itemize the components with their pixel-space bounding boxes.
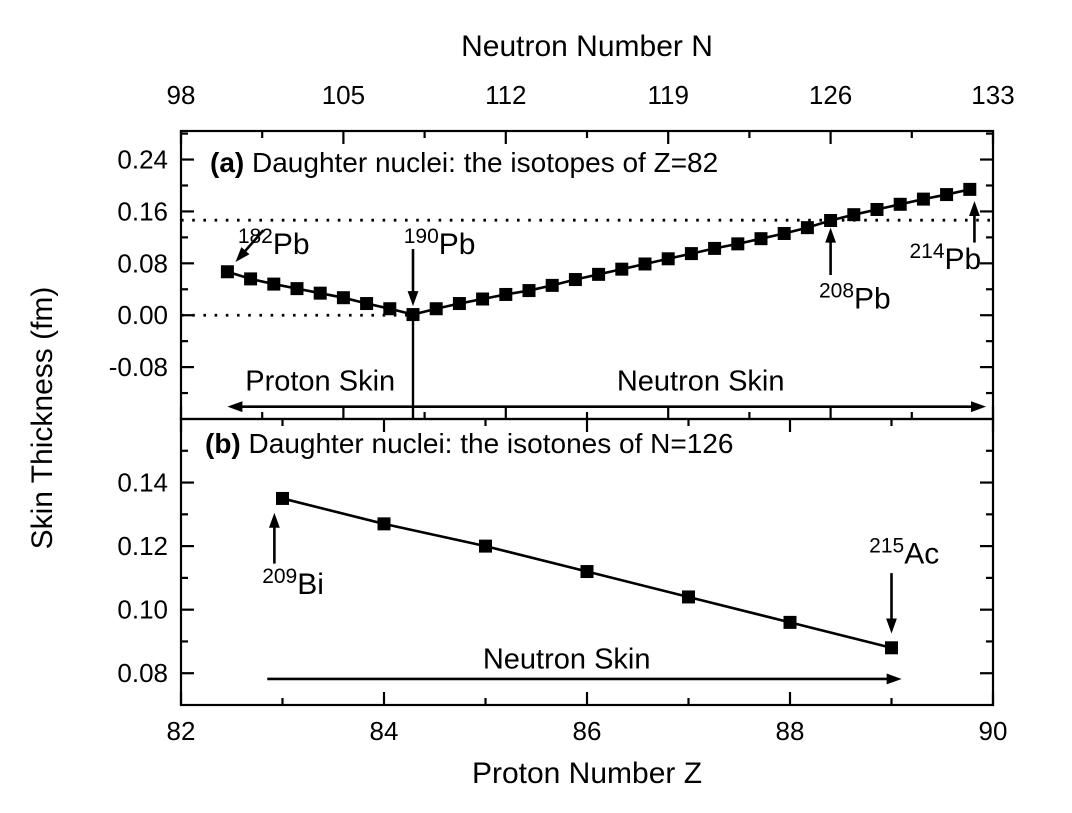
panel-title-b: (b) Daughter nuclei: the isotones of N=1… <box>205 428 733 459</box>
data-point-marker <box>406 308 420 322</box>
arrowhead <box>971 401 987 413</box>
data-point-marker <box>383 302 397 316</box>
data-point-marker <box>568 273 582 287</box>
top-axis-title: Neutron Number N <box>461 30 713 63</box>
y-tick-label: 0.00 <box>117 300 168 330</box>
data-point-marker <box>800 221 814 235</box>
data-point-marker <box>847 208 861 222</box>
y-tick-label: -0.08 <box>109 352 168 382</box>
x-tick-label: 105 <box>322 80 365 110</box>
arrowhead <box>969 201 980 217</box>
arrowhead <box>825 227 836 243</box>
data-point-marker <box>893 197 907 211</box>
data-point-marker <box>313 286 327 300</box>
x-tick-label: 90 <box>979 716 1008 746</box>
y-tick-label: 0.12 <box>117 531 168 561</box>
data-point-marker <box>824 214 838 228</box>
data-point-marker <box>360 297 374 311</box>
arrowhead <box>886 618 897 634</box>
x-tick-label: 98 <box>167 80 196 110</box>
panel-title-a: (a) Daughter nuclei: the isotopes of Z=8… <box>210 147 718 178</box>
y-tick-label: 0.08 <box>117 658 168 688</box>
data-point-marker <box>220 265 234 279</box>
data-point-marker <box>963 182 977 196</box>
annotations-a: 182Pb 190Pb 208Pb 214Pb Proton Skin Neutron S… <box>227 201 987 419</box>
reference-lines-a <box>181 218 993 317</box>
x-tick-label: 84 <box>370 716 399 746</box>
bottom-axis-title: Proton Number Z <box>472 757 702 790</box>
x-tick-label: 86 <box>573 716 602 746</box>
y-tick-label: 0.08 <box>117 248 168 278</box>
data-point-marker <box>592 267 606 281</box>
y-tick-label: 0.16 <box>117 196 168 226</box>
isotope-label: 209Bi <box>262 565 324 601</box>
data-point-marker <box>336 291 350 305</box>
x-tick-label: 133 <box>971 80 1014 110</box>
isotope-label: 182Pb <box>238 225 310 261</box>
data-point-marker <box>916 192 930 206</box>
series-markers-b <box>276 491 898 655</box>
data-point-marker <box>885 641 898 655</box>
arrow-shaft <box>241 229 265 255</box>
panel-b: 209Bi 215Ac Neutron Skin 82 84 86 88 90 0.08 0.10… <box>117 417 1007 746</box>
arrowhead <box>227 401 243 413</box>
tick-labels-b: 82 84 86 88 90 0.08 0.10 0.12 0.14 <box>117 468 1007 746</box>
data-point-marker <box>522 284 536 298</box>
x-tick-label: 112 <box>485 80 526 110</box>
y-tick-label: 0.14 <box>117 468 168 498</box>
data-point-marker <box>638 257 652 271</box>
isotope-label: 215Ac <box>869 535 939 571</box>
data-point-marker <box>708 241 722 255</box>
data-point-marker <box>940 188 954 202</box>
data-point-marker <box>615 262 629 276</box>
data-point-marker <box>783 615 797 629</box>
annotations-b: 209Bi 215Ac Neutron Skin <box>262 512 939 685</box>
data-point-marker <box>580 565 594 579</box>
x-tick-label: 82 <box>167 716 196 746</box>
data-point-marker <box>452 297 466 311</box>
y-tick-label: 0.24 <box>117 145 168 175</box>
data-point-marker <box>731 237 745 251</box>
tick-labels-a: 98 105 112 119 126 133 -0.08 0.00 0.08 0.16 0.24 <box>109 80 1015 382</box>
data-point-marker <box>290 282 304 296</box>
data-point-marker <box>429 302 443 316</box>
annotation-text: Neutron Skin <box>483 643 651 675</box>
data-point-marker <box>276 491 289 505</box>
ticks-b <box>179 419 995 705</box>
data-point-marker <box>684 247 698 261</box>
data-point-marker <box>754 232 768 246</box>
isotope-label: 208Pb <box>819 280 891 316</box>
y-axis-title: Skin Thickness (fm) <box>26 287 59 550</box>
y-tick-label: 0.10 <box>117 595 168 625</box>
data-point-marker <box>244 272 258 286</box>
series-markers-a <box>220 182 977 322</box>
arrowhead <box>268 512 280 528</box>
annotation-text: Neutron Skin <box>617 365 785 397</box>
isotope-label: 190Pb <box>404 225 476 261</box>
data-point-marker <box>870 202 884 216</box>
data-point-marker <box>479 539 492 553</box>
arrowhead <box>407 291 419 307</box>
data-point-marker <box>661 252 675 266</box>
annotation-text: Proton Skin <box>245 365 395 397</box>
x-tick-label: 119 <box>647 80 688 110</box>
panel-a: 182Pb 190Pb 208Pb 214Pb Proton Skin Neutron S… <box>109 80 1015 421</box>
data-point-marker <box>377 517 391 531</box>
data-point-marker <box>267 277 281 291</box>
isotope-label: 214Pb <box>909 240 981 276</box>
data-point-marker <box>777 226 791 240</box>
arrowhead <box>886 673 902 685</box>
arrowhead <box>235 247 250 263</box>
x-tick-label: 88 <box>776 716 805 746</box>
x-tick-label: 126 <box>809 80 852 110</box>
axis-titles: Neutron Number N Proton Number Z Skin Thic… <box>26 30 713 790</box>
data-point-marker <box>499 287 513 301</box>
ticks-a <box>179 131 995 419</box>
data-point-marker <box>545 278 559 292</box>
data-point-marker <box>682 590 695 604</box>
data-point-marker <box>476 292 490 306</box>
